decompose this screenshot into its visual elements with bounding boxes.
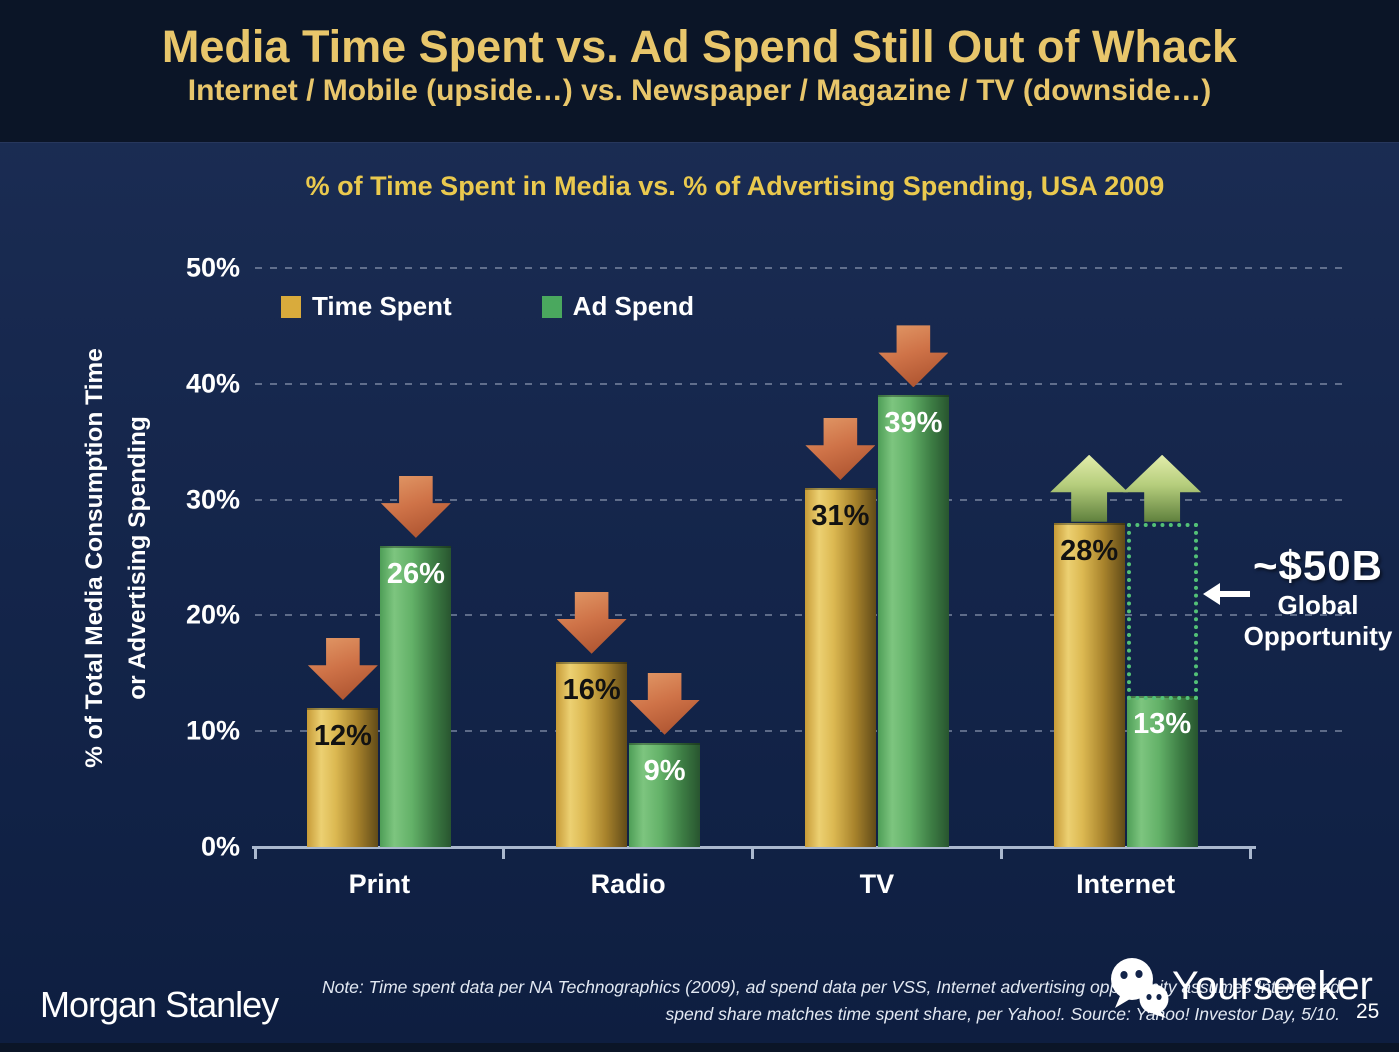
bar-value-label-ad-spend-internet: 13% <box>1133 708 1192 741</box>
watermark-text: Yourseeker <box>1172 964 1373 1008</box>
y-axis-tick-label: 10% <box>185 715 240 746</box>
gridline <box>255 614 1345 617</box>
trend-down-arrow-icon <box>805 418 876 481</box>
gridline <box>255 267 1345 269</box>
watermark: Yourseeker <box>1106 956 1373 1022</box>
x-axis-tick <box>502 846 506 859</box>
x-axis-tick <box>751 846 754 859</box>
opportunity-label-line3: Opportunity <box>1243 621 1393 651</box>
bar-value-label-time-spent-tv: 31% <box>811 500 870 533</box>
source-note-line1: Note: Time spent data per NA Technograph… <box>321 977 1340 997</box>
trend-down-arrow-icon <box>556 591 627 654</box>
category-label-radio: Radio <box>590 869 666 899</box>
legend-item-ad-spend: Ad Spend <box>541 291 695 322</box>
slide-subtitle: Internet / Mobile (upside…) vs. Newspape… <box>187 74 1212 107</box>
title-band: Media Time Spent vs. Ad Spend Still Out … <box>0 0 1399 143</box>
bar-value-label-ad-spend-print: 26% <box>386 557 445 590</box>
wechat-icon <box>1111 958 1169 1018</box>
bar-ad-spend-print: 26% <box>380 545 452 847</box>
category-label-print: Print <box>348 869 411 899</box>
opportunity-annotation: ~$50B Global Opportunity <box>1238 542 1398 652</box>
opportunity-dotted-rect <box>1126 522 1198 701</box>
y-axis-tick-label: 30% <box>185 484 240 515</box>
bar-time-spent-internet: 28% <box>1053 522 1125 847</box>
bar-time-spent-print: 12% <box>307 708 379 847</box>
x-axis-tick <box>1248 846 1252 859</box>
bar-ad-spend-radio: 9% <box>629 742 701 847</box>
page-number: 25 <box>1356 1000 1380 1023</box>
trend-up-arrow-icon <box>1050 454 1129 522</box>
bottom-border-strip <box>0 1043 1399 1052</box>
chart-legend: Time Spent Ad Spend <box>281 291 694 322</box>
bar-time-spent-radio: 16% <box>556 661 628 847</box>
trend-down-arrow-icon <box>878 325 949 388</box>
legend-label-ad-spend: Ad Spend <box>572 291 695 321</box>
gridline <box>255 498 1345 501</box>
gridline <box>255 730 1345 733</box>
category-label-tv: TV <box>859 869 895 899</box>
gridline <box>255 382 1345 385</box>
bar-ad-spend-internet: 13% <box>1126 696 1198 847</box>
x-axis-tick <box>253 846 257 859</box>
y-axis-tick-label: 0% <box>200 831 240 862</box>
legend-swatch-ad-spend <box>541 295 562 318</box>
source-note: Note: Time spent data per NA Technograph… <box>285 974 1340 1028</box>
y-axis-tick-label: 50% <box>185 252 240 283</box>
source-note-line2: spend share matches time spent share, pe… <box>665 1004 1340 1024</box>
bar-value-label-time-spent-radio: 16% <box>562 673 621 706</box>
legend-swatch-time-spent <box>281 295 301 318</box>
y-axis-tick-label: 20% <box>185 599 240 630</box>
x-axis-tick <box>999 846 1003 859</box>
trend-down-arrow-icon <box>307 638 378 701</box>
chart-title: % of Time Spent in Media vs. % of Advert… <box>305 171 1165 201</box>
slide-title: Media Time Spent vs. Ad Spend Still Out … <box>161 21 1238 72</box>
y-axis-title-line2: or Advertising Spending <box>124 416 151 700</box>
bar-ad-spend-tv: 39% <box>877 395 949 847</box>
y-axis-title-line1: % of Total Media Consumption Time <box>81 348 108 768</box>
trend-up-arrow-icon <box>1123 454 1202 522</box>
bar-time-spent-tv: 31% <box>804 488 876 847</box>
trend-down-arrow-icon <box>380 475 451 538</box>
category-label-internet: Internet <box>1076 869 1176 899</box>
morgan-stanley-logo: Morgan Stanley <box>40 984 279 1025</box>
opportunity-pointer-arrow-icon <box>1203 583 1250 605</box>
legend-item-time-spent: Time Spent <box>281 291 452 322</box>
bar-value-label-ad-spend-radio: 9% <box>643 754 686 787</box>
bar-value-label-ad-spend-tv: 39% <box>884 407 943 440</box>
opportunity-label-line2: Global <box>1277 590 1359 620</box>
legend-label-time-spent: Time Spent <box>312 291 452 321</box>
x-axis-line <box>252 846 1256 849</box>
bar-value-label-time-spent-internet: 28% <box>1060 534 1119 567</box>
trend-down-arrow-icon <box>629 672 700 735</box>
opportunity-headline: ~$50B <box>1253 542 1383 589</box>
y-axis-tick-label: 40% <box>185 368 240 399</box>
bar-value-label-time-spent-print: 12% <box>313 720 372 753</box>
